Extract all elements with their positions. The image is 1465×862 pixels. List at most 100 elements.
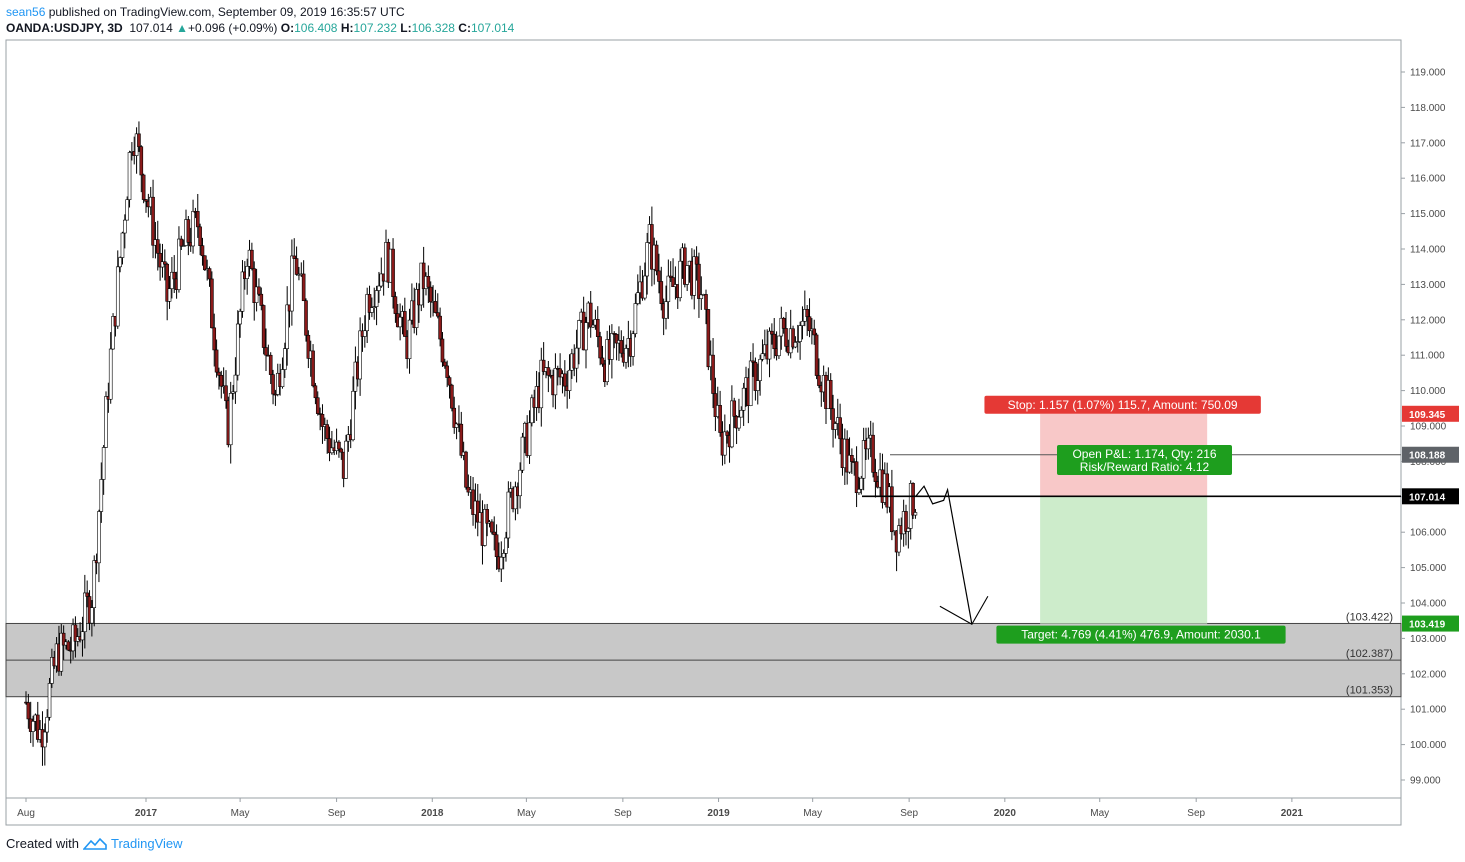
candle-body [595,319,600,337]
candle-body [861,440,866,479]
candle-body [781,317,786,329]
candle-body [805,309,809,318]
time-tick-label: 2017 [135,808,158,819]
candle-body [906,528,911,532]
candle-body [155,239,160,254]
support-zone-label: (103.422) [1346,611,1393,623]
publish-line: sean56 published on TradingView.com, Sep… [6,4,514,20]
candle-body [139,146,144,176]
candle-body [327,438,332,454]
candle-body [85,592,89,597]
candle-body [421,262,426,289]
price-tick-label: 113.000 [1410,280,1446,291]
candle-body [725,431,729,436]
candle-body [520,436,525,471]
candle-body [377,285,381,291]
candle-body [181,245,186,247]
candle-body [240,271,245,312]
candle-body [47,683,52,718]
open-value: 106.408 [294,21,338,35]
author-link[interactable]: sean56 [6,5,46,19]
stop-label: Stop: 1.157 (1.07%) 115.7, Amount: 750.0… [1008,398,1238,412]
price-axis[interactable]: 99.000 100.000 101.000 102.000 103.000 104.00… [1401,68,1459,787]
candle-body [499,556,504,570]
time-tick-label: Aug [17,808,35,819]
candle-body [817,375,821,386]
candle-body [238,311,242,325]
projected-path [914,485,973,625]
candle-body [748,360,753,407]
close-value: 107.014 [470,21,515,35]
candle-body [186,219,191,243]
candle-body [311,350,315,387]
candle-body [104,396,108,448]
price-tick-label: 115.000 [1410,209,1446,220]
candle-body [120,232,125,258]
price-chart[interactable]: (103.422) (102.387) (101.353) Stop: 1.157 … [0,0,1465,832]
candle-body [659,281,664,304]
candle-body [108,348,113,400]
candle-body [814,334,819,376]
candle-body [370,307,374,313]
candle-body [483,509,487,546]
candle-body [228,393,233,446]
target-label-box [996,625,1286,644]
candle-body [767,330,772,360]
candle-body [118,257,122,268]
candle-body [490,521,494,533]
candle-body [198,226,202,246]
candle-body [290,255,294,312]
price-tick-label: 111.000 [1410,351,1445,362]
candle-body [271,374,275,395]
candle-body [741,387,746,411]
price-tick-label: 112.000 [1410,315,1446,326]
candle-body [800,320,805,326]
price-label: 103.419 [1409,620,1446,631]
candle-body [280,369,285,387]
candle-body [35,714,40,740]
candle-body [812,328,817,336]
candle-body [706,309,711,368]
candle-body [393,296,398,314]
time-tick-label: Sep [1187,808,1205,819]
candle-body [730,400,734,448]
candle-body [315,397,320,414]
low-value: 106.328 [411,21,455,35]
price-tick-label: 110.000 [1410,386,1446,397]
price-label-box [1402,488,1459,505]
candle-body [313,385,318,399]
candle-body [772,333,777,350]
candle-body [158,252,162,268]
candle-body [301,273,306,302]
candle-body [43,731,47,748]
chart-header: sean56 published on TradingView.com, Sep… [6,4,514,36]
candle-body [464,451,468,488]
candle-body [666,275,671,302]
candle-body [304,300,308,336]
price-tick-label: 119.000 [1410,68,1446,79]
candle-body [619,340,624,354]
open-label: O: [280,21,295,35]
candle-body [294,258,299,275]
time-axis[interactable]: Aug 2017 May Sep 2018 May Sep 2019 May Sep 2020 May… [17,798,1303,819]
brand-name[interactable]: TradingView [110,836,183,851]
candle-body [440,338,445,363]
candle-body [172,271,177,280]
candle-body [233,374,238,393]
price-label: 109.345 [1409,410,1446,421]
candle-body [398,316,402,328]
candle-body [831,408,835,430]
candle-body [137,133,141,148]
time-tick-label: Sep [900,808,918,819]
candle-body [26,702,31,720]
candle-body [591,324,595,328]
candle-body [784,328,788,347]
candle-body [374,290,379,307]
candle-body [643,275,647,299]
candle-body [115,266,120,327]
candle-body [492,531,497,536]
published-text: published on TradingView.com, September … [45,5,405,19]
candle-body [798,325,802,342]
candle-body [859,477,864,490]
up-arrow-icon: ▲ [176,21,188,35]
